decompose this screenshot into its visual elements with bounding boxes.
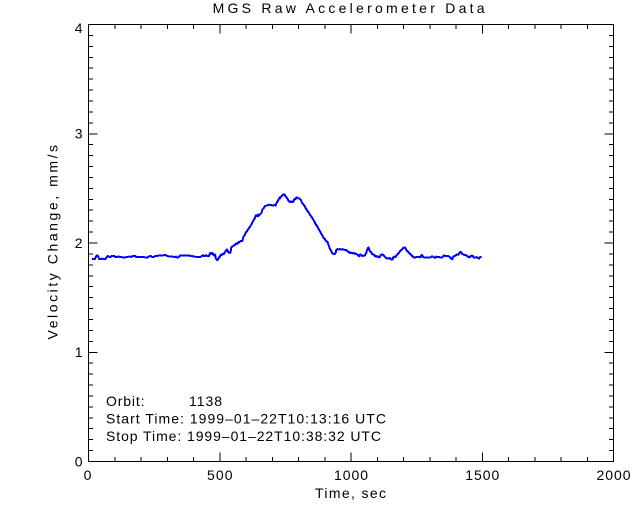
svg-text:2: 2 — [75, 235, 83, 251]
svg-text:1138: 1138 — [189, 393, 222, 409]
svg-text:2000: 2000 — [597, 467, 631, 483]
svg-text:Time, sec: Time, sec — [315, 485, 386, 501]
svg-text:Start Time: 1999–01–22T10:13:1: Start Time: 1999–01–22T10:13:16 UTC — [106, 411, 386, 427]
svg-text:0: 0 — [84, 467, 92, 483]
svg-text:1: 1 — [75, 344, 83, 360]
svg-text:4: 4 — [75, 20, 83, 36]
svg-text:1500: 1500 — [465, 467, 499, 483]
svg-text:500: 500 — [207, 467, 233, 483]
svg-text:1000: 1000 — [334, 467, 368, 483]
svg-text:0: 0 — [75, 453, 83, 469]
svg-text:Orbit:: Orbit: — [106, 393, 145, 409]
svg-text:Stop Time: 1999–01–22T10:38:32: Stop Time: 1999–01–22T10:38:32 UTC — [106, 428, 381, 444]
svg-text:3: 3 — [75, 126, 83, 142]
